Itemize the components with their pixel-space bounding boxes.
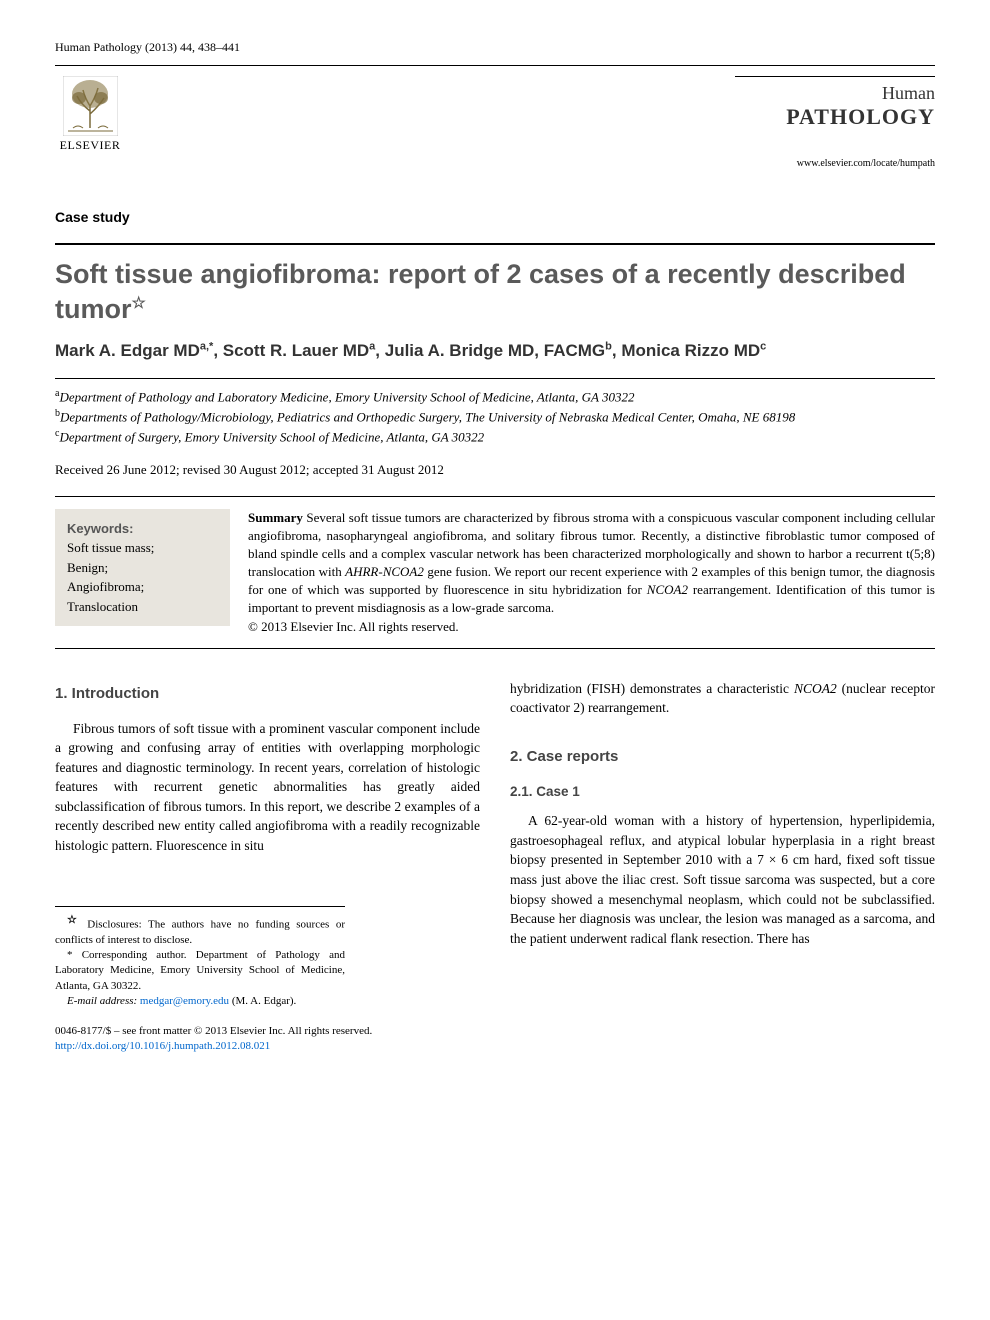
footnote-corresponding: * Corresponding author. Department of Pa… [55,948,345,994]
title-star-icon: ☆ [132,295,146,312]
email-label: E-mail address: [67,995,137,1007]
article-dates: Received 26 June 2012; revised 30 August… [55,462,935,478]
right-column: hybridization (FISH) demonstrates a char… [510,679,935,1054]
issn-line: 0046-8177/$ – see front matter © 2013 El… [55,1024,480,1039]
footnote-disclosure: ☆ Disclosures: The authors have no fundi… [55,913,345,948]
authors-line: Mark A. Edgar MDa,*, Scott R. Lauer MDa,… [55,339,935,363]
section-heading-intro: 1. Introduction [55,683,480,705]
keyword-item: Soft tissue mass; [67,538,218,558]
affiliation-b: bDepartments of Pathology/Microbiology, … [55,407,935,427]
body-columns: 1. Introduction Fibrous tumors of soft t… [55,679,935,1054]
journal-branding: Human PATHOLOGY www.elsevier.com/locate/… [735,76,935,169]
title-text: Soft tissue angiofibroma: report of 2 ca… [55,259,906,324]
footnotes-block: ☆ Disclosures: The authors have no fundi… [55,906,345,1010]
title-block: Soft tissue angiofibroma: report of 2 ca… [55,243,935,363]
journal-url: www.elsevier.com/locate/humpath [735,158,935,169]
affiliation-a: aDepartment of Pathology and Laboratory … [55,387,935,407]
keyword-item: Translocation [67,597,218,617]
email-author-name: (M. A. Edgar). [232,995,296,1007]
intro-paragraph: Fibrous tumors of soft tissue with a pro… [55,719,480,856]
case1-paragraph: A 62-year-old woman with a history of hy… [510,811,935,948]
doi-block: 0046-8177/$ – see front matter © 2013 El… [55,1024,480,1055]
elsevier-tree-icon [63,76,118,136]
affiliation-c: cDepartment of Surgery, Emory University… [55,427,935,447]
intro-paragraph-continued: hybridization (FISH) demonstrates a char… [510,679,935,718]
summary-copyright: © 2013 Elsevier Inc. All rights reserved… [248,618,935,636]
citation-header: Human Pathology (2013) 44, 438–441 [55,40,935,55]
article-title: Soft tissue angiofibroma: report of 2 ca… [55,257,935,327]
affiliations-block: aDepartment of Pathology and Laboratory … [55,378,935,448]
doi-link[interactable]: http://dx.doi.org/10.1016/j.humpath.2012… [55,1040,270,1052]
keyword-item: Angiofibroma; [67,577,218,597]
journal-name-line1: Human [735,83,935,104]
section-heading-cases: 2. Case reports [510,746,935,768]
header-row: ELSEVIER Human PATHOLOGY www.elsevier.co… [55,65,935,169]
journal-name-line2: PATHOLOGY [735,104,935,130]
keywords-heading: Keywords: [67,519,218,539]
publisher-logo-block: ELSEVIER [55,76,125,153]
article-type: Case study [55,209,935,225]
left-column: 1. Introduction Fibrous tumors of soft t… [55,679,480,1054]
footnote-email: E-mail address: medgar@emory.edu (M. A. … [55,994,345,1009]
keywords-box: Keywords: Soft tissue mass; Benign; Angi… [55,509,230,627]
abstract-row: Keywords: Soft tissue mass; Benign; Angi… [55,496,935,649]
summary-block: Summary Several soft tissue tumors are c… [248,509,935,636]
summary-text: Several soft tissue tumors are character… [248,510,935,616]
subsection-heading-case1: 2.1. Case 1 [510,782,935,802]
keyword-item: Benign; [67,558,218,578]
email-link[interactable]: medgar@emory.edu [140,995,229,1007]
publisher-name: ELSEVIER [60,138,121,153]
summary-heading: Summary [248,510,303,525]
